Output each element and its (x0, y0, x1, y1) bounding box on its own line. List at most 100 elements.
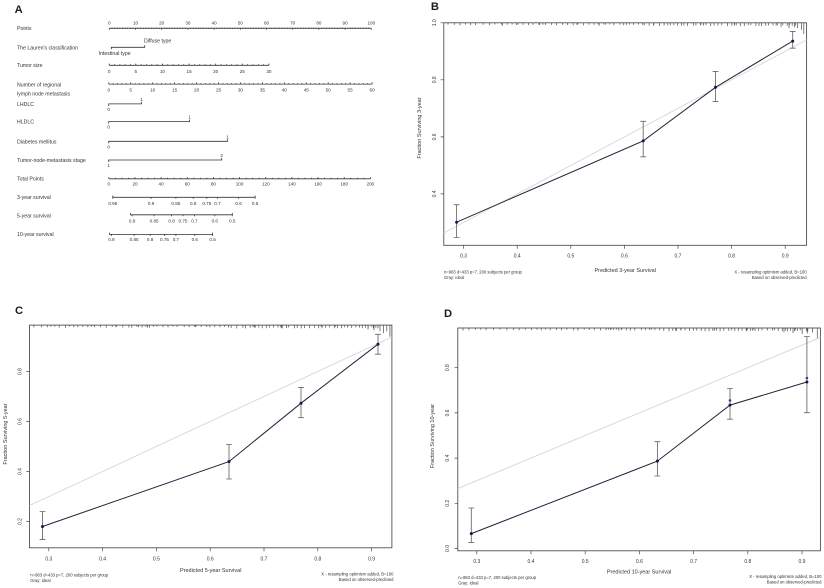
svg-text:5: 5 (135, 69, 138, 74)
svg-text:Predicted 10-year Survival: Predicted 10-year Survival (607, 570, 672, 576)
svg-text:0.0: 0.0 (445, 545, 451, 552)
svg-text:Predicted 3-year Survival: Predicted 3-year Survival (594, 268, 655, 274)
svg-text:0.8: 0.8 (314, 556, 321, 562)
svg-text:0.9: 0.9 (799, 559, 806, 565)
svg-text:0.5: 0.5 (209, 237, 216, 242)
svg-text:0.4: 0.4 (432, 190, 438, 197)
svg-text:120: 120 (262, 181, 270, 186)
svg-text:HLDLC: HLDLC (17, 120, 34, 126)
svg-text:0.7: 0.7 (191, 218, 198, 223)
svg-text:55: 55 (348, 87, 354, 92)
svg-text:Tumor size: Tumor size (17, 63, 43, 69)
svg-text:0.4: 0.4 (445, 454, 451, 461)
svg-text:A: A (15, 4, 23, 16)
svg-text:Based on observed-predicted: Based on observed-predicted (767, 580, 822, 585)
svg-text:Points: Points (17, 26, 32, 32)
svg-text:Gray: ideal: Gray: ideal (458, 581, 478, 586)
svg-text:0.7: 0.7 (214, 201, 221, 206)
svg-text:0.9: 0.9 (368, 556, 375, 562)
svg-text:45: 45 (304, 87, 310, 92)
svg-text:50: 50 (326, 87, 332, 92)
svg-text:20: 20 (159, 20, 165, 25)
svg-text:80: 80 (316, 20, 322, 25)
svg-text:0.85: 0.85 (130, 237, 139, 242)
svg-text:Fraction Surviving 3-year: Fraction Surviving 3-year (417, 97, 423, 158)
svg-text:0.85: 0.85 (171, 201, 180, 206)
svg-text:Tumor-node-metastasis stage: Tumor-node-metastasis stage (17, 158, 86, 164)
svg-text:1: 1 (140, 97, 143, 102)
svg-text:0.4: 0.4 (514, 254, 521, 260)
svg-text:25: 25 (216, 87, 222, 92)
svg-text:0.9: 0.9 (108, 237, 115, 242)
svg-text:0.6: 0.6 (636, 559, 643, 565)
svg-text:3-year survival: 3-year survival (17, 195, 51, 201)
svg-text:25: 25 (240, 69, 246, 74)
svg-text:n=983 d=433 p=7, 200 subjects: n=983 d=433 p=7, 200 subjects per group (458, 575, 537, 580)
svg-text:40: 40 (282, 87, 288, 92)
svg-text:LHDLC: LHDLC (17, 102, 34, 108)
svg-text:0.8: 0.8 (432, 76, 438, 83)
svg-text:40: 40 (212, 20, 218, 25)
svg-text:D: D (444, 308, 452, 320)
svg-text:5-year survival: 5-year survival (17, 213, 51, 219)
svg-text:Intestinal type: Intestinal type (99, 51, 131, 57)
svg-text:0.9: 0.9 (148, 201, 155, 206)
svg-text:0.8: 0.8 (147, 237, 154, 242)
svg-text:0.4: 0.4 (18, 468, 24, 475)
svg-text:15: 15 (172, 87, 178, 92)
svg-text:0.3: 0.3 (45, 556, 52, 562)
svg-text:0.5: 0.5 (153, 556, 160, 562)
svg-text:30: 30 (238, 87, 244, 92)
svg-text:1: 1 (107, 163, 110, 168)
svg-text:Based on observed-predicted: Based on observed-predicted (339, 577, 394, 582)
svg-text:180: 180 (340, 181, 348, 186)
svg-text:Gray: ideal: Gray: ideal (444, 275, 464, 280)
svg-text:0.9: 0.9 (129, 218, 136, 223)
svg-text:1: 1 (226, 134, 229, 139)
svg-text:0: 0 (108, 69, 111, 74)
svg-text:0.8: 0.8 (445, 364, 451, 371)
svg-text:0.4: 0.4 (99, 556, 106, 562)
svg-text:60: 60 (185, 181, 191, 186)
svg-text:20: 20 (194, 87, 200, 92)
svg-text:0.7: 0.7 (261, 556, 268, 562)
svg-text:20: 20 (213, 69, 219, 74)
svg-text:Gray: ideal: Gray: ideal (30, 578, 50, 583)
svg-text:80: 80 (211, 181, 217, 186)
svg-text:Total Points: Total Points (17, 177, 44, 183)
svg-text:10-year survival: 10-year survival (17, 232, 54, 238)
svg-text:0.5: 0.5 (252, 201, 259, 206)
svg-text:0.8: 0.8 (190, 201, 197, 206)
svg-text:X - resampling optimism added,: X - resampling optimism added, B=100 (749, 574, 822, 579)
svg-text:0.85: 0.85 (150, 218, 159, 223)
svg-text:30: 30 (185, 20, 191, 25)
svg-text:15: 15 (187, 69, 193, 74)
svg-text:0.75: 0.75 (160, 237, 169, 242)
svg-text:1: 1 (188, 115, 191, 120)
svg-text:Diffuse type: Diffuse type (144, 38, 171, 44)
svg-text:1.0: 1.0 (432, 19, 438, 26)
svg-text:Number of regional: Number of regional (17, 82, 61, 88)
svg-text:lymph node metastasis: lymph node metastasis (17, 91, 70, 97)
svg-text:Fraction Surviving 10-year: Fraction Surviving 10-year (430, 404, 436, 468)
svg-text:B: B (431, 1, 439, 13)
svg-text:0.3: 0.3 (460, 254, 467, 260)
svg-text:The Lauren's classification: The Lauren's classification (17, 45, 78, 51)
svg-text:0.6: 0.6 (192, 237, 199, 242)
svg-text:0.9: 0.9 (782, 254, 789, 260)
svg-text:0.75: 0.75 (202, 201, 211, 206)
svg-text:100: 100 (236, 181, 244, 186)
svg-text:Fraction Surviving 5-year: Fraction Surviving 5-year (3, 403, 9, 464)
svg-text:0.95: 0.95 (108, 201, 117, 206)
svg-text:2: 2 (220, 153, 223, 158)
svg-text:0.3: 0.3 (473, 559, 480, 565)
svg-text:0: 0 (108, 87, 111, 92)
svg-text:Predicted 5-year Survival: Predicted 5-year Survival (180, 568, 241, 574)
svg-text:20: 20 (132, 181, 138, 186)
svg-text:n=983 d=433 p=7, 200 subjects: n=983 d=433 p=7, 200 subjects per group (444, 269, 523, 274)
svg-text:0.6: 0.6 (235, 201, 242, 206)
svg-text:0.6: 0.6 (621, 254, 628, 260)
svg-text:0.5: 0.5 (229, 218, 236, 223)
svg-text:90: 90 (343, 20, 349, 25)
svg-text:X - resampling optimism added,: X - resampling optimism added, B=100 (321, 572, 394, 577)
